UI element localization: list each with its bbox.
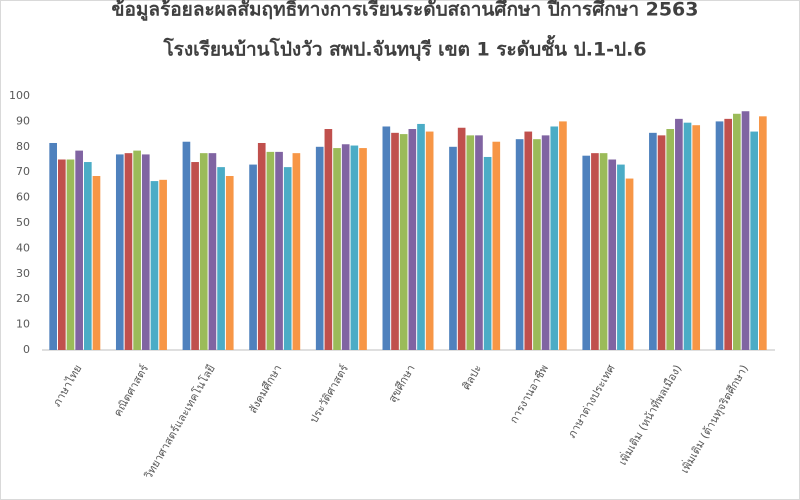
y-tick-label: 50: [16, 216, 30, 229]
bar: [541, 135, 550, 350]
bar: [724, 118, 733, 350]
y-tick-label: 70: [16, 165, 30, 178]
bar: [466, 135, 475, 350]
bar: [292, 153, 301, 350]
bar: [92, 176, 101, 350]
bar: [217, 167, 225, 350]
bar: [666, 129, 675, 350]
bar: [359, 148, 367, 350]
bar: [759, 116, 767, 350]
bar: [324, 129, 333, 350]
bar: [115, 154, 124, 350]
bar: [515, 139, 524, 350]
bar: [49, 142, 57, 350]
bar: [283, 167, 292, 350]
bar: [417, 123, 425, 350]
bar: [133, 150, 141, 350]
bar: [150, 181, 159, 350]
y-tick-label: 10: [16, 318, 30, 331]
bar: [75, 150, 83, 350]
bar: [750, 131, 759, 350]
bar: [124, 153, 133, 350]
bar: [492, 141, 501, 350]
bar: [182, 141, 191, 350]
bar: [599, 153, 608, 350]
y-tick-label: 30: [16, 267, 30, 280]
bar: [141, 154, 150, 350]
bar: [408, 129, 417, 350]
bar: [559, 121, 567, 351]
bar: [475, 135, 483, 350]
bar: [591, 153, 599, 350]
bar: [675, 118, 683, 350]
bar: [608, 159, 617, 350]
bar: [533, 139, 541, 350]
y-tick-label: 20: [16, 292, 30, 305]
chart-subtitle: โรงเรียนบ้านโป่งวัว สพป.จันทบุรี เขต 1 ร…: [162, 35, 646, 62]
y-tick-label: 60: [16, 191, 30, 204]
bar: [741, 111, 750, 351]
bar: [333, 148, 341, 350]
chart-title: ข้อมูลร้อยละผลสัมฤทธิ์ทางการเรียนระดับสถ…: [112, 0, 699, 22]
bar: [275, 151, 283, 350]
bar: [225, 176, 234, 350]
y-tick-label: 90: [16, 114, 30, 127]
bar: [208, 153, 217, 350]
bar: [483, 156, 492, 350]
bar: [617, 164, 625, 350]
bar: [266, 151, 275, 350]
bar: [625, 178, 634, 350]
bar: [350, 145, 359, 350]
y-tick-label: 80: [16, 140, 30, 153]
bar: [683, 122, 692, 350]
bar: [550, 126, 559, 350]
bar: [382, 126, 391, 350]
bar: [457, 127, 466, 350]
bar: [199, 153, 208, 350]
bar: [191, 162, 199, 350]
bar: [715, 121, 724, 351]
bar: [315, 146, 324, 350]
bar: [657, 135, 666, 350]
bar: [83, 162, 92, 350]
bar: [425, 131, 434, 350]
bar: [249, 164, 257, 350]
bar: [449, 146, 457, 350]
y-tick-label: 40: [16, 241, 30, 254]
bar: [399, 134, 408, 350]
bar: [733, 113, 741, 350]
bar: [649, 132, 657, 350]
bar: [391, 132, 399, 350]
bar: [341, 144, 350, 350]
bar: [582, 155, 591, 350]
bar: [692, 125, 701, 351]
y-tick-label: 0: [23, 343, 30, 356]
bar: [66, 159, 75, 350]
bar: [257, 142, 266, 350]
bar: [159, 179, 167, 350]
bar: [57, 159, 66, 350]
bar: [524, 131, 533, 350]
y-tick-label: 100: [9, 89, 30, 102]
